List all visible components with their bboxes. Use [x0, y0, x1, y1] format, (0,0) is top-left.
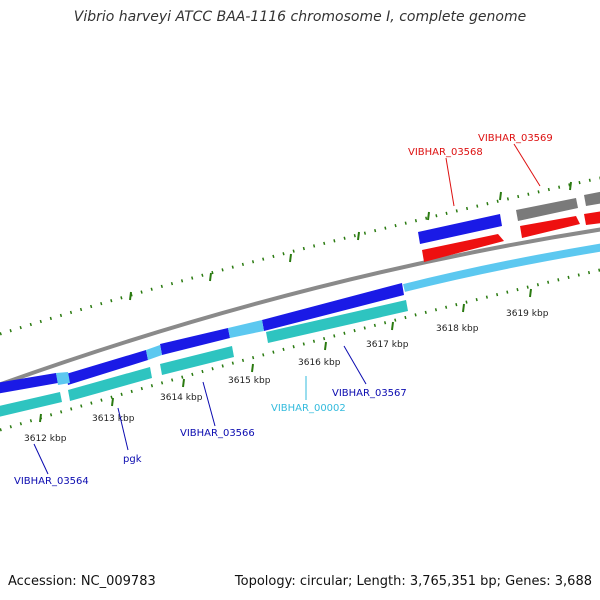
gene-block	[266, 300, 408, 343]
map-title: Vibrio harveyi ATCC BAA-1116 chromosome …	[73, 9, 527, 25]
cds-block	[0, 373, 58, 394]
gene-label-vibhar-03566[interactable]: VIBHAR_03566	[180, 428, 255, 439]
gene-block	[584, 211, 600, 225]
gene-block	[516, 198, 578, 221]
cds-light-span	[403, 243, 600, 292]
scale-label: 3618 kbp	[436, 324, 479, 334]
scale-label: 3619 kbp	[506, 309, 549, 319]
gene-label-vibhar-03569[interactable]: VIBHAR_03569	[478, 133, 553, 144]
gene-label-vibhar-03567[interactable]: VIBHAR_03567	[332, 388, 407, 399]
gene-block	[520, 216, 580, 238]
cds-block	[160, 328, 230, 355]
cds-block	[262, 283, 404, 331]
gene-block	[160, 346, 234, 375]
scale-label: 3616 kbp	[298, 358, 341, 368]
scale-label: 3615 kbp	[228, 376, 271, 386]
accession-text: Accession: NC_009783	[8, 574, 156, 589]
cds-blue-group	[0, 214, 502, 394]
inner-major-ticks	[39, 288, 532, 423]
label-leaders	[33, 143, 541, 475]
gene-label-vibhar-03564[interactable]: VIBHAR_03564	[14, 476, 89, 487]
gene-block	[422, 234, 504, 262]
gene-block	[584, 191, 600, 206]
cds-light-group	[56, 320, 264, 385]
scale-label: 3612 kbp	[24, 434, 67, 444]
scale-label: 3617 kbp	[366, 340, 409, 350]
gene-gray-group	[516, 191, 600, 221]
cds-block	[418, 214, 502, 244]
backbone-strand	[0, 227, 600, 387]
gene-red-group	[422, 211, 600, 262]
cds-block	[66, 350, 148, 385]
gene-label-vibhar-00002[interactable]: VIBHAR_00002	[271, 403, 346, 414]
gene-block	[68, 367, 152, 401]
genome-summary-text: Topology: circular; Length: 3,765,351 bp…	[234, 574, 592, 589]
gene-teal-group	[0, 300, 408, 417]
gene-block	[0, 392, 62, 417]
gene-label-vibhar-03568[interactable]: VIBHAR_03568	[408, 147, 483, 158]
outer-major-ticks	[129, 181, 572, 301]
scale-label: 3614 kbp	[160, 393, 203, 403]
scale-label: 3613 kbp	[92, 414, 135, 424]
gene-label-pgk[interactable]: pgk	[123, 454, 142, 465]
